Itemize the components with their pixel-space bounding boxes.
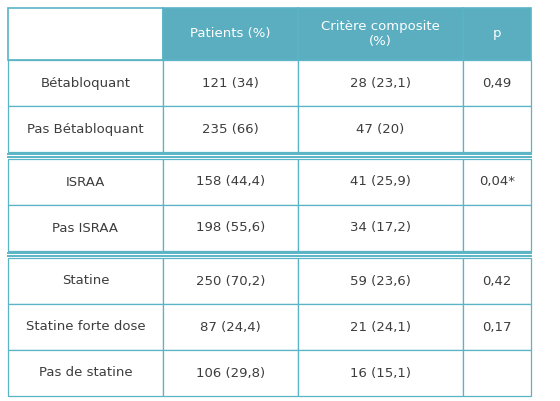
Bar [463,106,531,152]
Text: 41 (25,9): 41 (25,9) [350,176,411,188]
Text: Pas de statine: Pas de statine [39,367,132,379]
Bar [163,205,298,251]
Text: 0,42: 0,42 [482,275,512,288]
Bar [463,8,531,60]
Bar [163,159,298,205]
Text: 16 (15,1): 16 (15,1) [350,367,411,379]
Text: Pas ISRAA: Pas ISRAA [53,221,119,235]
Bar [298,159,463,205]
Bar [298,8,463,60]
Bar [8,304,163,350]
Bar [8,106,163,152]
Bar [8,60,163,106]
Text: Statine forte dose: Statine forte dose [26,320,145,334]
Bar [163,258,298,304]
Bar [463,60,531,106]
Bar [163,8,298,60]
Text: Pas Bétabloquant: Pas Bétabloquant [27,122,144,136]
Bar [298,350,463,396]
Bar [463,304,531,350]
Bar [8,159,163,205]
Bar [298,258,463,304]
Text: Bétabloquant: Bétabloquant [40,77,130,89]
Text: 0,49: 0,49 [482,77,512,89]
Bar [298,106,463,152]
Text: 0,04*: 0,04* [479,176,515,188]
Bar [163,350,298,396]
Text: 47 (20): 47 (20) [356,122,405,136]
Text: 198 (55,6): 198 (55,6) [196,221,265,235]
Text: 250 (70,2): 250 (70,2) [196,275,265,288]
Bar [163,60,298,106]
Text: 235 (66): 235 (66) [202,122,259,136]
Bar [463,258,531,304]
Text: 21 (24,1): 21 (24,1) [350,320,411,334]
Bar [298,205,463,251]
Bar [8,258,163,304]
Bar [463,350,531,396]
Text: 121 (34): 121 (34) [202,77,259,89]
Bar [463,159,531,205]
Text: 106 (29,8): 106 (29,8) [196,367,265,379]
Text: 0,17: 0,17 [482,320,512,334]
Bar [163,304,298,350]
Text: Statine: Statine [62,275,109,288]
Text: 158 (44,4): 158 (44,4) [196,176,265,188]
Bar [463,205,531,251]
Text: Critère composite
(%): Critère composite (%) [321,20,440,48]
Bar [8,8,163,60]
Bar [298,304,463,350]
Text: 59 (23,6): 59 (23,6) [350,275,411,288]
Text: 87 (24,4): 87 (24,4) [200,320,261,334]
Text: 34 (17,2): 34 (17,2) [350,221,411,235]
Text: p: p [493,28,501,41]
Text: ISRAA: ISRAA [66,176,105,188]
Text: Patients (%): Patients (%) [190,28,270,41]
Bar [163,106,298,152]
Bar [8,205,163,251]
Bar [8,350,163,396]
Bar [298,60,463,106]
Text: 28 (23,1): 28 (23,1) [350,77,411,89]
